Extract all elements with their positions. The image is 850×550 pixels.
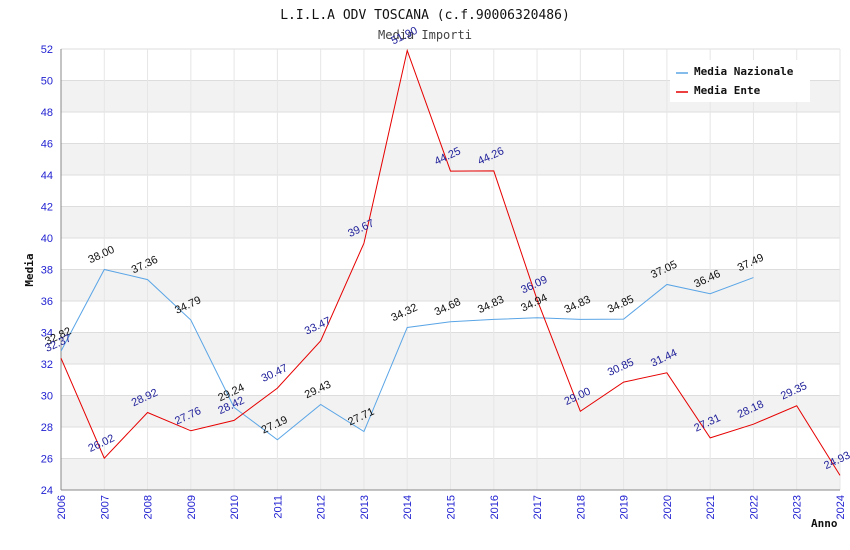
- y-tick-label: 26: [41, 454, 53, 466]
- y-tick-label: 32: [41, 359, 53, 371]
- x-tick-label: 2008: [143, 495, 155, 519]
- x-tick-label: 2020: [662, 495, 674, 519]
- y-tick-label: 52: [41, 44, 53, 56]
- y-tick-label: 28: [41, 422, 53, 434]
- y-axis-ticks: 24 26 28 30 32 34 36 38 40 42 44 46 48 50 52: [41, 44, 53, 497]
- x-tick-label: 2022: [748, 495, 760, 519]
- y-tick-label: 46: [41, 139, 53, 151]
- y-axis-label: Media: [23, 253, 36, 286]
- x-tick-label: 2014: [402, 495, 414, 519]
- series-lines: [60, 48, 841, 476]
- y-tick-label: 24: [41, 485, 53, 497]
- series-line-media-ente: [60, 48, 841, 476]
- x-tick-label: 2011: [272, 495, 284, 519]
- y-tick-label: 30: [41, 391, 53, 403]
- y-tick-label: 50: [41, 76, 53, 88]
- legend-label-media-ente: Media Ente: [694, 84, 761, 97]
- axes: [60, 49, 840, 491]
- legend-label-media-nazionale: Media Nazionale: [694, 65, 794, 78]
- y-tick-label: 34: [41, 328, 53, 340]
- legend: Media Nazionale Media Ente: [670, 60, 810, 102]
- y-tick-label: 42: [41, 202, 53, 214]
- x-tick-label: 2015: [446, 495, 458, 519]
- y-tick-label: 44: [41, 170, 53, 182]
- x-tick-label: 2007: [99, 495, 111, 519]
- x-tick-label: 2009: [186, 495, 198, 519]
- chart-subtitle: Media Importi: [378, 28, 472, 42]
- x-tick-label: 2016: [489, 495, 501, 519]
- y-tick-label: 48: [41, 107, 53, 119]
- x-tick-label: 2010: [229, 495, 241, 519]
- x-tick-label: 2019: [619, 495, 631, 519]
- legend-box: [670, 60, 810, 102]
- x-tick-label: 2021: [705, 495, 717, 519]
- chart-title: L.I.L.A ODV TOSCANA (c.f.90006320486): [280, 8, 570, 23]
- y-tick-label: 38: [41, 265, 53, 277]
- x-tick-label: 2018: [575, 495, 587, 519]
- series-line-media-nazionale: [60, 268, 754, 441]
- y-tick-label: 36: [41, 296, 53, 308]
- x-axis-label: Anno: [811, 517, 838, 530]
- x-tick-label: 2017: [532, 495, 544, 519]
- x-tick-label: 2013: [359, 495, 371, 519]
- x-tick-label: 2012: [316, 495, 328, 519]
- x-tick-label: 2024: [835, 495, 847, 519]
- x-tick-label: 2006: [56, 495, 68, 519]
- x-axis-ticks: 2006 2007 2008 2009 2010 2011 2012 2013 2014 2015…: [56, 495, 847, 519]
- x-tick-label: 2023: [792, 495, 804, 519]
- y-tick-label: 40: [41, 233, 53, 245]
